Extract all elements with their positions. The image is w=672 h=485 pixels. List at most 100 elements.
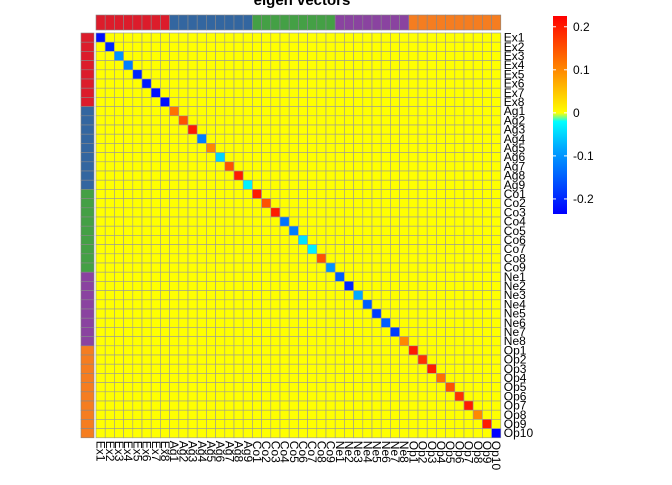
row-label-Ex1: Ex1 <box>504 31 525 45</box>
heatmap-cell-Ag1-Op3 <box>426 106 437 117</box>
heatmap-cell-Ag2-Ex1 <box>95 115 106 126</box>
heatmap-cell-Co8-Ag1 <box>169 253 180 264</box>
heatmap-cell-Co8-Ne6 <box>380 253 391 264</box>
heatmap-cell-Ex3-Op1 <box>408 51 419 61</box>
heatmap-cell-Ex4-Ne3 <box>353 60 364 71</box>
heatmap-cell-Co1-Ne6 <box>380 189 391 199</box>
heatmap-cell-Ex8-Ag3 <box>187 97 198 107</box>
heatmap-cell-Co6-Ex2 <box>104 235 115 245</box>
heatmap-cell-Ne4-Op1 <box>408 299 419 310</box>
heatmap-cell-Ag7-Ag8 <box>233 161 244 172</box>
heatmap-cell-Ag5-Ag7 <box>224 143 235 153</box>
heatmap-cell-Op6-Ex7 <box>150 391 161 402</box>
heatmap-cell-Co3-Co9 <box>325 207 336 218</box>
heatmap-cell-Ne7-Ne4 <box>362 327 373 337</box>
heatmap-cell-Ne2-Ex8 <box>160 281 170 291</box>
heatmap-cell-Ag9-Co8 <box>316 179 327 190</box>
row-annotation-Co1 <box>80 189 95 199</box>
heatmap-cell-Ne3-Op3 <box>426 290 437 301</box>
heatmap-cell-Ex2-Ag4 <box>196 41 207 52</box>
heatmap-cell-Ne3-Ag5 <box>206 290 216 301</box>
heatmap-cell-Ag4-Ex8 <box>160 133 170 144</box>
heatmap-cell-Ag7-Op10 <box>491 161 502 172</box>
heatmap-cell-Op1-Co6 <box>298 345 308 356</box>
heatmap-cell-Ex4-Op1 <box>408 60 419 71</box>
column-annotation-Co7 <box>307 14 318 31</box>
heatmap-cell-Ne3-Op7 <box>463 290 474 301</box>
heatmap-cell-Ag4-Ag7 <box>224 133 235 144</box>
heatmap-cell-Ex8-Ex8 <box>160 97 170 107</box>
colorbar-tick-label: 0.2 <box>573 20 590 34</box>
heatmap-cell-Ag2-Ex6 <box>141 115 152 126</box>
heatmap-cell-Ne3-Co7 <box>307 290 318 301</box>
heatmap-cell-Co8-Co1 <box>252 253 262 264</box>
heatmap-cell-Ex1-Op1 <box>408 32 419 43</box>
heatmap-cell-Ex6-Op10 <box>491 78 502 89</box>
heatmap-cell-Ne3-Ne4 <box>362 290 373 301</box>
heatmap-cell-Op10-Ag6 <box>215 428 226 439</box>
heatmap-cell-Ag1-Op10 <box>491 106 502 117</box>
heatmap-cell-Op6-Op5 <box>445 391 456 402</box>
heatmap-cell-Ag6-Ne2 <box>344 152 354 163</box>
heatmap-cell-Op4-Op7 <box>463 373 474 383</box>
heatmap-cell-Ag2-Ex5 <box>132 115 143 126</box>
heatmap-cell-Ex2-Ag8 <box>233 41 244 52</box>
heatmap-cell-Op7-Ne2 <box>344 400 354 411</box>
heatmap-cell-Ex5-Ag6 <box>215 69 226 80</box>
heatmap-cell-Op5-Co7 <box>307 382 318 393</box>
heatmap-cell-Op6-Op6 <box>454 391 465 402</box>
heatmap-cell-Co2-Ne7 <box>390 198 400 209</box>
heatmap-cell-Ag3-Ag3 <box>187 124 198 135</box>
heatmap-cell-Op10-Co6 <box>298 428 308 439</box>
heatmap-cell-Ne5-Op10 <box>491 308 502 319</box>
heatmap-cell-Ex8-Ne6 <box>380 97 391 107</box>
heatmap-cell-Co1-Op5 <box>445 189 456 199</box>
heatmap-cell-Ne6-Ex2 <box>104 317 115 328</box>
heatmap-cell-Co4-Ag3 <box>187 216 198 227</box>
heatmap-cell-Ex8-Ag6 <box>215 97 226 107</box>
heatmap-cell-Ag9-Op6 <box>454 179 465 190</box>
heatmap-cell-Ex7-Op10 <box>491 87 502 98</box>
heatmap-cell-Ne6-Co1 <box>252 317 262 328</box>
heatmap-cell-Ag9-Ag8 <box>233 179 244 190</box>
heatmap-cell-Op5-Ex2 <box>104 382 115 393</box>
heatmap-cell-Op5-Ne3 <box>353 382 364 393</box>
row-label-Op6: Op6 <box>504 389 527 403</box>
heatmap-cell-Ne4-Ne1 <box>334 299 345 310</box>
heatmap-cell-Co4-Co8 <box>316 216 327 227</box>
heatmap-cell-Ex1-Op4 <box>436 32 446 43</box>
heatmap-cell-Op2-Op10 <box>491 354 502 365</box>
heatmap-cell-Op4-Ne1 <box>334 373 345 383</box>
heatmap-cell-Op4-Co6 <box>298 373 308 383</box>
heatmap-cell-Co9-Op8 <box>472 262 483 273</box>
heatmap-cell-Ne4-Ag5 <box>206 299 216 310</box>
heatmap-cell-Ex2-Ne5 <box>371 41 382 52</box>
heatmap-cell-Ag1-Co6 <box>298 106 308 117</box>
heatmap-cell-Ex3-Ex8 <box>160 51 170 61</box>
heatmap-cell-Co6-Ex6 <box>141 235 152 245</box>
heatmap-cell-Ne6-Ne3 <box>353 317 364 328</box>
heatmap-cell-Ex5-Ag5 <box>206 69 216 80</box>
heatmap-cell-Co5-Co7 <box>307 225 318 236</box>
heatmap-cell-Co2-Ex2 <box>104 198 115 209</box>
heatmap-cell-Ex2-Op6 <box>454 41 465 52</box>
heatmap-cell-Co1-Co6 <box>298 189 308 199</box>
heatmap-cell-Op5-Co4 <box>279 382 290 393</box>
heatmap-cell-Op3-Ag6 <box>215 363 226 374</box>
heatmap-cell-Ag4-Ne5 <box>371 133 382 144</box>
heatmap-cell-Ag9-Co1 <box>252 179 262 190</box>
heatmap-cell-Co2-Ex3 <box>114 198 124 209</box>
heatmap-cell-Co1-Ne7 <box>390 189 400 199</box>
heatmap-cell-Co3-Ex1 <box>95 207 106 218</box>
heatmap-cell-Op8-Op6 <box>454 409 465 420</box>
heatmap-cell-Op8-Ex5 <box>132 409 143 420</box>
heatmap-cell-Ne4-Ex2 <box>104 299 115 310</box>
heatmap-cell-Ex2-Op7 <box>463 41 474 52</box>
heatmap-cell-Co3-Ag3 <box>187 207 198 218</box>
heatmap-cell-Ex1-Co7 <box>307 32 318 43</box>
colorbar-tick-label: -0.1 <box>573 149 594 163</box>
heatmap-cell-Op8-Ne5 <box>371 409 382 420</box>
heatmap-cell-Ne8-Ne2 <box>344 336 354 347</box>
heatmap-cell-Ne6-Co2 <box>261 317 272 328</box>
heatmap-cell-Co5-Ag1 <box>169 225 180 236</box>
